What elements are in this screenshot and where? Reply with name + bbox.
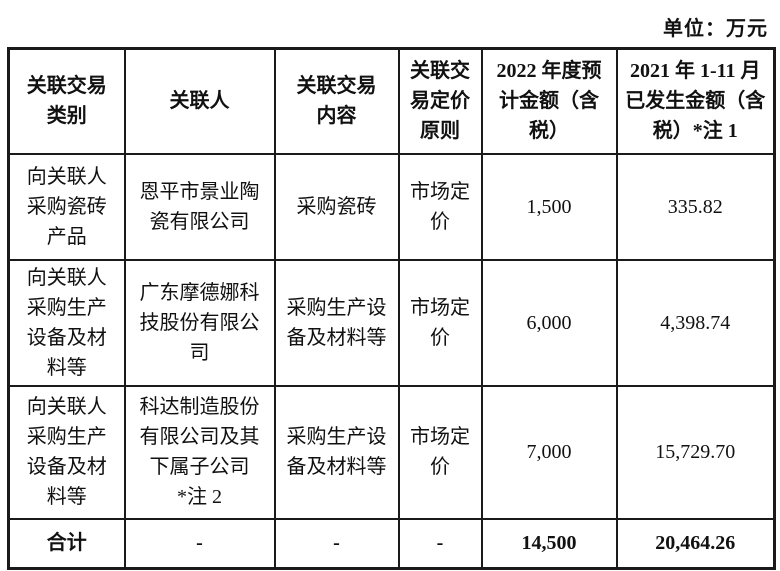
cell-total-2022-amount: 14,500 bbox=[480, 517, 618, 570]
cell-total-dash: - bbox=[397, 517, 483, 570]
cell-content: 采购生产设 备及材料等 bbox=[273, 258, 400, 387]
cell-pricing: 市场定 价 bbox=[397, 384, 483, 520]
table-total-row: 合计 - - - 14,500 20,464.26 bbox=[7, 517, 776, 570]
header-transaction-content: 关联交易 内容 bbox=[273, 47, 400, 155]
cell-content: 采购生产设 备及材料等 bbox=[273, 384, 400, 520]
header-2022-estimated-amount: 2022 年度预 计金额（含 税） bbox=[480, 47, 618, 155]
cell-related-party: 科达制造股份 有限公司及其 下属子公司 *注 2 bbox=[123, 384, 276, 520]
table-row-equipment-keda: 向关联人 采购生产 设备及材 料等 科达制造股份 有限公司及其 下属子公司 *注… bbox=[7, 384, 776, 520]
cell-total-dash: - bbox=[273, 517, 400, 570]
cell-total-2021-amount: 20,464.26 bbox=[615, 517, 776, 570]
cell-related-party: 广东摩德娜科 技股份有限公 司 bbox=[123, 258, 276, 387]
cell-category: 向关联人 采购瓷砖 产品 bbox=[7, 152, 126, 261]
unit-label: 单位：万元 bbox=[663, 18, 768, 40]
cell-total-label: 合计 bbox=[7, 517, 126, 570]
cell-2022-amount: 1,500 bbox=[480, 152, 618, 261]
cell-pricing: 市场定 价 bbox=[397, 258, 483, 387]
cell-pricing: 市场定 价 bbox=[397, 152, 483, 261]
table-row-equipment-modena: 向关联人 采购生产 设备及材 料等 广东摩德娜科 技股份有限公 司 采购生产设 … bbox=[7, 258, 776, 387]
cell-2022-amount: 7,000 bbox=[480, 384, 618, 520]
cell-total-dash: - bbox=[123, 517, 276, 570]
cell-related-party: 恩平市景业陶 瓷有限公司 bbox=[123, 152, 276, 261]
cell-category: 向关联人 采购生产 设备及材 料等 bbox=[7, 258, 126, 387]
related-party-transactions-table: 关联交易 类别 关联人 关联交易 内容 关联交 易定价 原则 2022 年度预 … bbox=[7, 47, 776, 570]
header-transaction-category: 关联交易 类别 bbox=[7, 47, 126, 155]
table-row-ceramic-tiles: 向关联人 采购瓷砖 产品 恩平市景业陶 瓷有限公司 采购瓷砖 市场定 价 1,5… bbox=[7, 152, 776, 261]
cell-2021-amount: 335.82 bbox=[615, 152, 776, 261]
header-related-party: 关联人 bbox=[123, 47, 276, 155]
cell-2021-amount: 15,729.70 bbox=[615, 384, 776, 520]
table-header-row: 关联交易 类别 关联人 关联交易 内容 关联交 易定价 原则 2022 年度预 … bbox=[7, 47, 776, 155]
header-pricing-principle: 关联交 易定价 原则 bbox=[397, 47, 483, 155]
cell-2022-amount: 6,000 bbox=[480, 258, 618, 387]
cell-2021-amount: 4,398.74 bbox=[615, 258, 776, 387]
cell-content: 采购瓷砖 bbox=[273, 152, 400, 261]
header-2021-incurred-amount: 2021 年 1-11 月 已发生金额（含 税）*注 1 bbox=[615, 47, 776, 155]
cell-category: 向关联人 采购生产 设备及材 料等 bbox=[7, 384, 126, 520]
